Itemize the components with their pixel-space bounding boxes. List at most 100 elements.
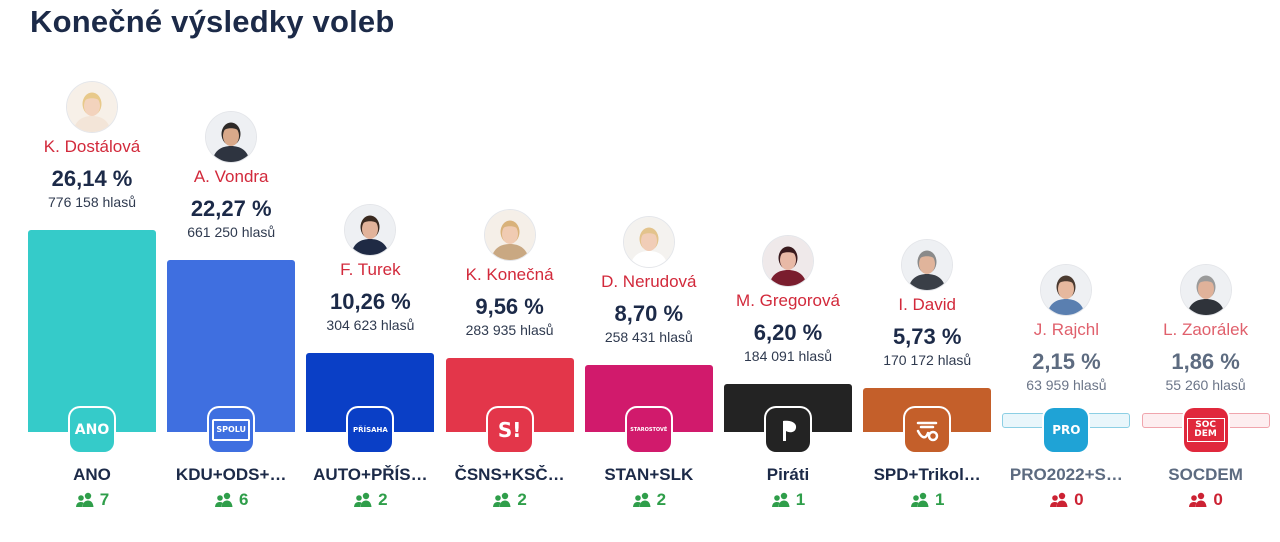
candidate-name[interactable]: F. Turek (340, 259, 401, 279)
candidate-photo-dostalova (67, 82, 117, 132)
people-icon (493, 492, 511, 507)
pirati-logo-icon[interactable] (766, 408, 810, 452)
votes-label: 63 959 hlasů (1026, 377, 1107, 393)
party-column: F. Turek 10,26 % 304 623 hlasů PŘÍSAHA AUTO+… (305, 0, 435, 542)
logo-text: SPOLU (212, 419, 251, 441)
percent-label: 10,26 % (330, 288, 411, 314)
votes-label: 661 250 hlasů (187, 223, 276, 240)
bar-header: F. Turek 10,26 % 304 623 hlasů (305, 204, 435, 334)
percent-label: 2,15 % (1032, 349, 1101, 374)
bar-header: K. Konečná 9,56 % 283 935 hlasů (445, 210, 575, 339)
party-name[interactable]: AUTO+PŘÍS… (313, 465, 428, 484)
candidate-name[interactable]: I. David (898, 294, 956, 314)
seats-count: 7 (27, 490, 157, 510)
seats-count: 2 (445, 490, 575, 510)
seats-count: 0 (1001, 490, 1131, 510)
bar-header: K. Dostálová 26,14 % 776 158 hlasů (27, 82, 157, 211)
percent-label: 22,27 % (190, 195, 272, 221)
percent-label: 1,86 % (1171, 349, 1240, 374)
votes-label: 55 260 hlasů (1165, 377, 1246, 393)
percent-label: 6,20 % (753, 320, 823, 346)
party-name[interactable]: Piráti (766, 465, 810, 484)
seats-number: 0 (1213, 490, 1223, 509)
party-column: M. Gregorová 6,20 % 184 091 hlasů Piráti 1 (723, 0, 853, 542)
party-column: J. Rajchl 2,15 % 63 959 hlasů PRO PRO2022+S…… (1001, 0, 1131, 542)
candidate-photo-rajchl (1041, 265, 1092, 315)
votes-label: 258 431 hlasů (604, 328, 693, 345)
candidate-name[interactable]: M. Gregorová (736, 291, 840, 311)
candidate-name[interactable]: L. Zaorálek (1163, 320, 1249, 339)
people-icon (214, 492, 233, 507)
socdem-logo-icon[interactable]: SOC DEM (1183, 408, 1228, 452)
result-bar (28, 230, 156, 432)
party-name[interactable]: PRO2022+S… (1009, 465, 1123, 484)
people-icon (75, 492, 94, 507)
people-icon (1050, 492, 1068, 507)
logo-text: S! (497, 418, 522, 442)
candidate-photo-turek (345, 204, 396, 255)
percent-label: 26,14 % (51, 166, 133, 191)
bar-header: D. Nerudová 8,70 % 258 431 hlasů (584, 216, 714, 346)
votes-label: 283 935 hlasů (465, 322, 554, 339)
people-icon (632, 492, 651, 507)
bar-header: M. Gregorová 6,20 % 184 091 hlasů (723, 236, 853, 365)
votes-label: 776 158 hlasů (48, 194, 136, 210)
party-column: I. David 5,73 % 170 172 hlasů SPD+Trikol… 1 (862, 0, 992, 542)
seats-number: 2 (517, 490, 527, 509)
bar-header: L. Zaorálek 1,86 % 55 260 hlasů (1141, 265, 1271, 394)
party-column: K. Konečná 9,56 % 283 935 hlasů S! ČSNS+KSČ…… (445, 0, 575, 542)
candidate-photo-vondra (206, 111, 257, 162)
party-name[interactable]: SOCDEM (1168, 465, 1243, 484)
spd-logo-icon[interactable] (905, 408, 950, 452)
percent-label: 8,70 % (614, 300, 684, 326)
party-name[interactable]: ANO (73, 465, 111, 484)
candidate-name[interactable]: K. Dostálová (43, 137, 141, 156)
stacilo-logo-icon[interactable]: S! (487, 408, 532, 452)
candidate-name[interactable]: D. Nerudová (601, 271, 697, 291)
candidate-photo-gregorova (763, 236, 813, 287)
starostove-logo-icon[interactable]: STAROSTOVÉ (626, 408, 671, 452)
seats-number: 1 (934, 490, 945, 509)
ano-logo-icon[interactable]: ANO (70, 408, 114, 452)
page-title: Konečné výsledky voleb (30, 4, 395, 39)
party-name[interactable]: STAN+SLK (604, 465, 694, 484)
seats-number: 2 (378, 490, 388, 509)
party-column: K. Dostálová 26,14 % 776 158 hlasů ANO ANO 7 (27, 0, 157, 542)
seats-count: 1 (862, 490, 992, 510)
candidate-name[interactable]: J. Rajchl (1033, 320, 1099, 339)
percent-label: 9,56 % (475, 294, 544, 320)
people-icon (910, 492, 929, 507)
people-icon (771, 492, 790, 507)
party-name[interactable]: SPD+Trikol… (873, 465, 981, 484)
party-name[interactable]: KDU+ODS+… (175, 465, 287, 484)
pro-logo-icon[interactable]: PRO (1044, 408, 1089, 452)
bar-header: A. Vondra 22,27 % 661 250 hlasů (166, 111, 296, 241)
party-column: L. Zaorálek 1,86 % 55 260 hlasů SOC DEM SOCD… (1141, 0, 1271, 542)
votes-label: 304 623 hlasů (326, 316, 415, 333)
candidate-name[interactable]: A. Vondra (193, 166, 269, 186)
bar-header: I. David 5,73 % 170 172 hlasů (862, 239, 992, 369)
seats-number: 0 (1074, 490, 1084, 509)
candidate-name[interactable]: K. Konečná (465, 265, 554, 285)
seats-count: 6 (166, 490, 296, 510)
logo-text: STAROSTOVÉ (630, 426, 668, 433)
seats-count: 0 (1141, 490, 1271, 510)
logo-text: ANO (74, 422, 110, 438)
prisaha-logo-icon[interactable]: PŘÍSAHA (348, 408, 393, 452)
people-icon (1189, 492, 1207, 507)
party-name[interactable]: ČSNS+KSČ… (454, 465, 565, 484)
seats-count: 2 (305, 490, 435, 510)
spolu-logo-icon[interactable]: SPOLU (209, 408, 254, 452)
candidate-photo-konecna (484, 210, 535, 261)
logo-text: PŘÍSAHA (352, 425, 388, 434)
party-column: D. Nerudová 8,70 % 258 431 hlasů STAROSTOVÉ… (584, 0, 714, 542)
candidate-photo-david (902, 239, 953, 290)
seats-count: 1 (723, 490, 853, 510)
votes-label: 170 172 hlasů (883, 351, 972, 368)
result-bar (167, 259, 296, 432)
votes-label: 184 091 hlasů (744, 348, 832, 365)
bar-header: J. Rajchl 2,15 % 63 959 hlasů (1001, 265, 1131, 394)
candidate-photo-nerudova (623, 216, 674, 267)
